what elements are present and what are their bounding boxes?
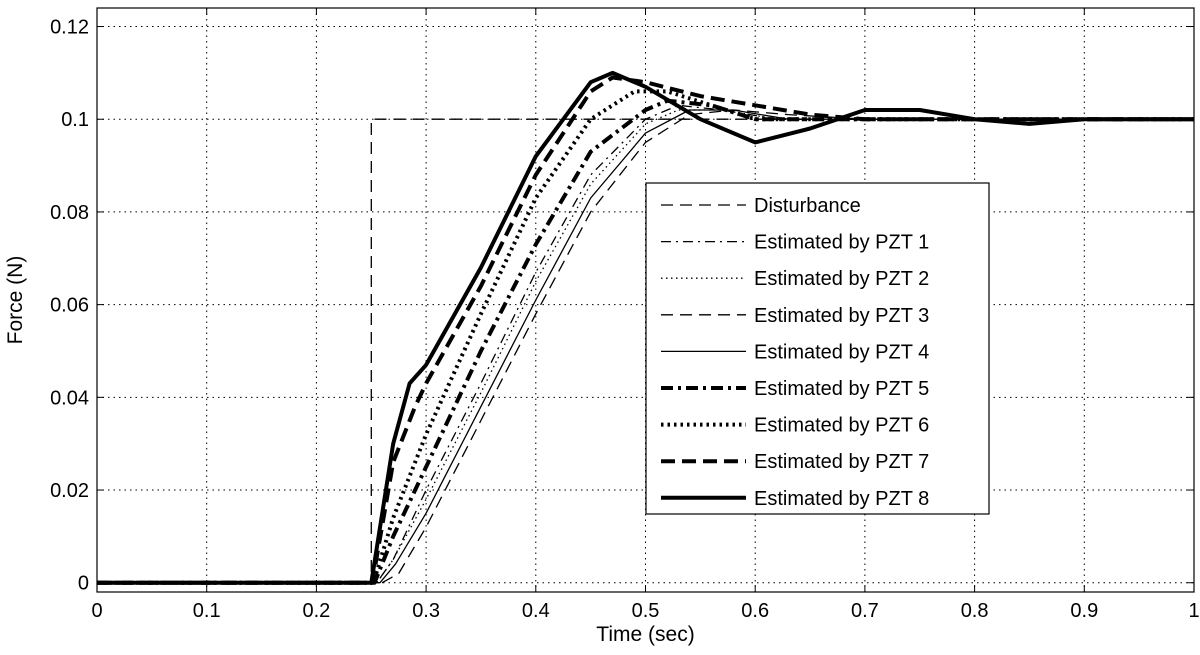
x-tick-label: 0.4 bbox=[522, 600, 550, 622]
y-tick-label: 0.06 bbox=[50, 295, 89, 317]
legend-label: Estimated by PZT 6 bbox=[754, 415, 929, 437]
x-tick-label: 0.5 bbox=[632, 600, 660, 622]
y-axis-label: Force (N) bbox=[4, 256, 27, 345]
tick-labels: 0 0.1 0.2 0.3 0.4 0.5 0.6 0.7 0.8 0.9 1 0 0.02 0.04 0.… bbox=[50, 17, 1200, 622]
x-tick-label: 0.7 bbox=[851, 600, 879, 622]
axis-ticks bbox=[96, 8, 1195, 592]
series-line-8 bbox=[97, 75, 1194, 585]
legend-label: Estimated by PZT 7 bbox=[754, 451, 929, 473]
x-axis-label: Time (sec) bbox=[596, 623, 694, 646]
legend-label: Estimated by PZT 1 bbox=[754, 232, 929, 254]
legend: Disturbance Estimated by PZT 1 Estimated b… bbox=[645, 182, 990, 515]
x-tick-label: 0.6 bbox=[741, 600, 769, 622]
legend-label: Disturbance bbox=[754, 195, 861, 217]
y-tick-label: 0.02 bbox=[50, 480, 89, 502]
y-tick-label: 0.08 bbox=[50, 202, 89, 224]
legend-label: Estimated by PZT 5 bbox=[754, 378, 929, 400]
series-line-3 bbox=[97, 109, 1194, 584]
legend-label: Estimated by PZT 3 bbox=[754, 305, 929, 327]
legend-label: Estimated by PZT 8 bbox=[754, 488, 929, 510]
x-tick-label: 0 bbox=[91, 600, 102, 622]
series-line-6 bbox=[97, 98, 1194, 585]
y-tick-label: 0.04 bbox=[50, 387, 89, 409]
x-tick-label: 0.9 bbox=[1070, 600, 1098, 622]
x-tick-label: 0.2 bbox=[302, 600, 330, 622]
y-tick-label: 0.1 bbox=[61, 109, 89, 131]
y-tick-label: 0.12 bbox=[50, 17, 89, 39]
legend-label: Estimated by PZT 2 bbox=[754, 268, 929, 290]
x-tick-label: 0.1 bbox=[193, 600, 221, 622]
x-tick-label: 1 bbox=[1188, 600, 1199, 622]
x-tick-label: 0.8 bbox=[961, 600, 989, 622]
series-layer bbox=[97, 70, 1194, 585]
series-line-9 bbox=[97, 70, 1194, 585]
y-tick-label: 0 bbox=[78, 573, 89, 595]
legend-box bbox=[645, 182, 990, 515]
legend-label: Estimated by PZT 4 bbox=[754, 341, 929, 363]
x-tick-label: 0.3 bbox=[412, 600, 440, 622]
